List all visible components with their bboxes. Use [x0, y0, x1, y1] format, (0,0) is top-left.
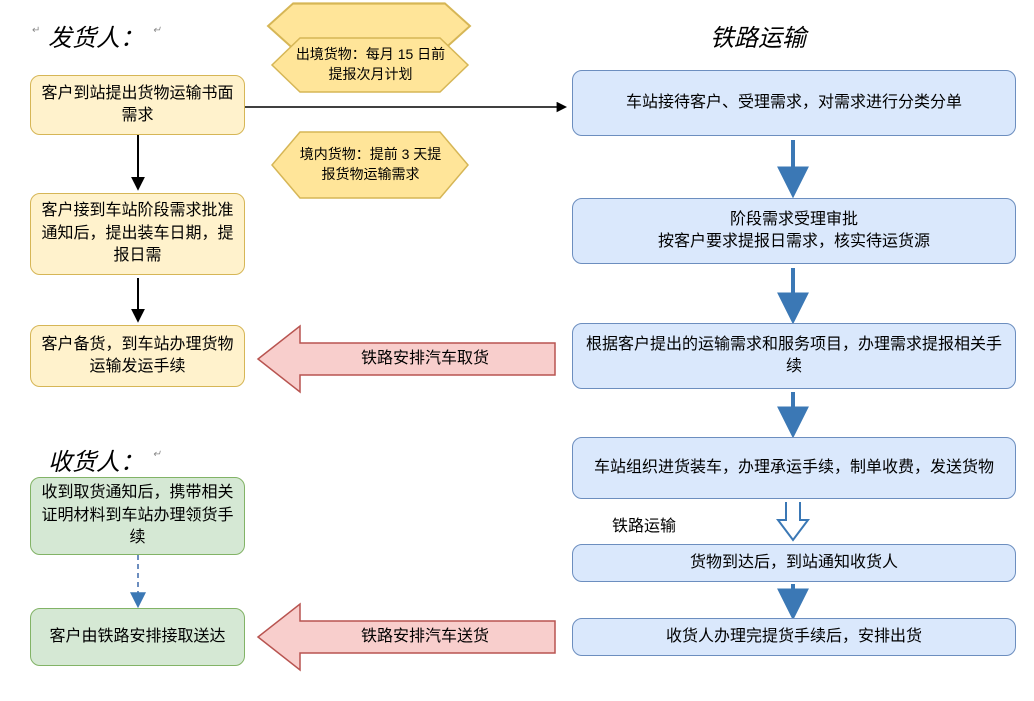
title-consignee-text: 收货人：	[48, 449, 144, 476]
rail-node-3-text: 根据客户提出的运输需求和服务项目，办理需求提报相关手续	[583, 334, 1005, 379]
ret-mark-1: ↵	[32, 25, 40, 36]
shipper-node-1-text: 客户到站提出货物运输书面需求	[41, 83, 234, 128]
rail-node-2-line2: 按客户要求提报日需求，核实待运货源	[658, 231, 930, 253]
pink-arrow-1-text: 铁路安排汽车取货	[361, 348, 489, 370]
rail-node-4: 车站组织进货装车，办理承运手续，制单收费，发送货物	[572, 437, 1016, 499]
title-consignee: 收货人： ↵	[48, 442, 161, 477]
shipper-node-2-text: 客户接到车站阶段需求批准通知后，提出装车日期，提报日需	[41, 200, 234, 267]
hex-note-2-text: 境内货物：提前 3 天提报货物运输需求	[293, 145, 448, 184]
rail-node-4-text: 车站组织进货装车，办理承运手续，制单收费，发送货物	[594, 457, 994, 479]
hex-note-1: 出境货物：每月 15 日前提报次月计划	[283, 40, 458, 90]
rail-node-5-text: 货物到达后，到站通知收货人	[690, 552, 898, 574]
rail-node-1: 车站接待客户、受理需求，对需求进行分类分单	[572, 70, 1016, 136]
ret-sym: ↵	[153, 449, 161, 460]
shipper-node-3: 客户备货，到车站办理货物运输发运手续	[30, 325, 245, 387]
title-shipper-text: 发货人：	[48, 25, 144, 52]
shipper-node-3-text: 客户备货，到车站办理货物运输发运手续	[41, 334, 234, 379]
rail-node-1-text: 车站接待客户、受理需求，对需求进行分类分单	[626, 92, 962, 114]
consignee-node-1: 收到取货通知后，携带相关证明材料到车站办理领货手续	[30, 477, 245, 555]
rail-node-2: 阶段需求受理审批 按客户要求提报日需求，核实待运货源	[572, 198, 1016, 264]
ret-sym: ↵	[153, 25, 161, 36]
hex-note-1-text: 出境货物：每月 15 日前提报次月计划	[293, 45, 448, 84]
title-railway-text: 铁路运输	[710, 25, 806, 52]
pink-arrow-2-text: 铁路安排汽车送货	[361, 626, 489, 648]
title-railway: 铁路运输	[710, 18, 806, 53]
label-rail-transport-small: 铁路运输	[612, 512, 676, 536]
rail-node-2-line1: 阶段需求受理审批	[730, 209, 858, 231]
pink-arrow-1-label: 铁路安排汽车取货	[310, 344, 540, 374]
shipper-node-1: 客户到站提出货物运输书面需求	[30, 75, 245, 135]
title-shipper: 发货人： ↵	[48, 18, 161, 53]
flowchart-canvas: 发货人： ↵ 铁路运输 收货人： ↵ 铁路运输 客户到站提出货物运输书面需求 客…	[0, 0, 1034, 701]
shipper-node-2: 客户接到车站阶段需求批准通知后，提出装车日期，提报日需	[30, 193, 245, 275]
hex-note-2: 境内货物：提前 3 天提报货物运输需求	[283, 135, 458, 195]
rail-node-5: 货物到达后，到站通知收货人	[572, 544, 1016, 582]
rail-node-6: 收货人办理完提货手续后，安排出货	[572, 618, 1016, 656]
rail-node-6-text: 收货人办理完提货手续后，安排出货	[666, 626, 922, 648]
consignee-node-2-text: 客户由铁路安排接取送达	[49, 626, 225, 648]
pink-arrow-2-label: 铁路安排汽车送货	[310, 622, 540, 652]
consignee-node-2: 客户由铁路安排接取送达	[30, 608, 245, 666]
consignee-node-1-text: 收到取货通知后，携带相关证明材料到车站办理领货手续	[41, 482, 234, 549]
rail-node-3: 根据客户提出的运输需求和服务项目，办理需求提报相关手续	[572, 323, 1016, 389]
arrow-r-4-chevron	[778, 502, 808, 540]
